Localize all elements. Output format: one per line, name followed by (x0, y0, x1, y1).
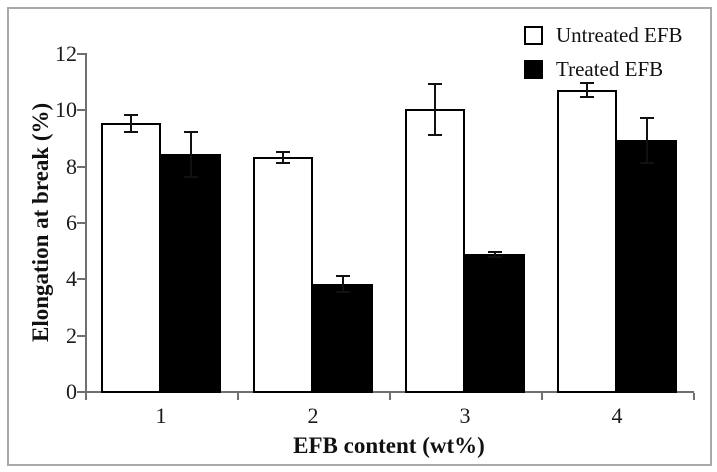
y-tick (77, 278, 85, 280)
error-bar-line (586, 83, 588, 97)
error-bar-cap-top (276, 151, 290, 153)
error-bar-cap-bottom (184, 176, 198, 178)
y-tick-label: 8 (66, 154, 77, 179)
y-tick (77, 335, 85, 337)
error-bar-cap-bottom (580, 96, 594, 98)
bar-treated-efb-3 (465, 254, 525, 393)
x-tick (237, 393, 239, 400)
error-bar-line (282, 152, 284, 163)
bar-treated-efb-1 (161, 154, 221, 393)
chart-frame (7, 7, 712, 466)
legend-label: Untreated EFB (556, 22, 683, 47)
error-bar-line (494, 252, 496, 257)
x-tick-label: 3 (459, 403, 471, 428)
error-bar-line (190, 132, 192, 177)
legend-item-untreated-efb: Untreated EFB (524, 18, 683, 52)
y-tick-label: 0 (66, 379, 77, 404)
x-tick (389, 393, 391, 400)
x-axis-line (85, 391, 694, 393)
x-tick (693, 393, 695, 400)
x-tick-label: 2 (307, 403, 319, 428)
bar-untreated-efb-4 (557, 90, 617, 393)
legend-item-treated-efb: Treated EFB (524, 52, 683, 86)
error-bar-line (646, 118, 648, 163)
error-bar-cap-bottom (488, 256, 502, 258)
x-tick-label: 1 (155, 403, 167, 428)
error-bar-line (342, 276, 344, 292)
x-tick (541, 393, 543, 400)
y-tick-label: 6 (66, 210, 77, 235)
bar-treated-efb-2 (313, 284, 373, 393)
legend: Untreated EFB Treated EFB (524, 18, 683, 86)
y-tick-label: 2 (66, 323, 77, 348)
bar-untreated-efb-3 (405, 109, 465, 393)
bar-untreated-efb-1 (101, 123, 161, 393)
error-bar-line (130, 115, 132, 132)
legend-label: Treated EFB (556, 56, 664, 81)
y-tick (77, 53, 85, 55)
error-bar-cap-top (640, 117, 654, 119)
y-tick (77, 166, 85, 168)
legend-swatch-untreated-efb (524, 25, 543, 45)
legend-swatch-treated-efb (524, 59, 543, 79)
x-tick (85, 393, 87, 400)
error-bar-cap-bottom (428, 134, 442, 136)
y-tick-label: 12 (55, 41, 77, 66)
error-bar-cap-bottom (276, 162, 290, 164)
error-bar-cap-bottom (640, 162, 654, 164)
error-bar-cap-top (580, 82, 594, 84)
y-tick (77, 222, 85, 224)
error-bar-cap-top (336, 275, 350, 277)
bar-untreated-efb-2 (253, 157, 313, 393)
error-bar-cap-top (488, 251, 502, 253)
y-tick-label: 4 (66, 266, 77, 291)
y-tick-label: 10 (55, 97, 77, 122)
error-bar-cap-top (184, 131, 198, 133)
error-bar-line (434, 84, 436, 135)
bar-treated-efb-4 (617, 140, 677, 393)
y-tick (77, 109, 85, 111)
error-bar-cap-top (428, 83, 442, 85)
y-tick (77, 391, 85, 393)
x-axis-title: EFB content (wt%) (293, 433, 485, 458)
error-bar-cap-bottom (336, 291, 350, 293)
x-tick-label: 4 (611, 403, 623, 428)
error-bar-cap-top (124, 114, 138, 116)
y-axis-line (85, 53, 87, 393)
error-bar-cap-bottom (124, 131, 138, 133)
